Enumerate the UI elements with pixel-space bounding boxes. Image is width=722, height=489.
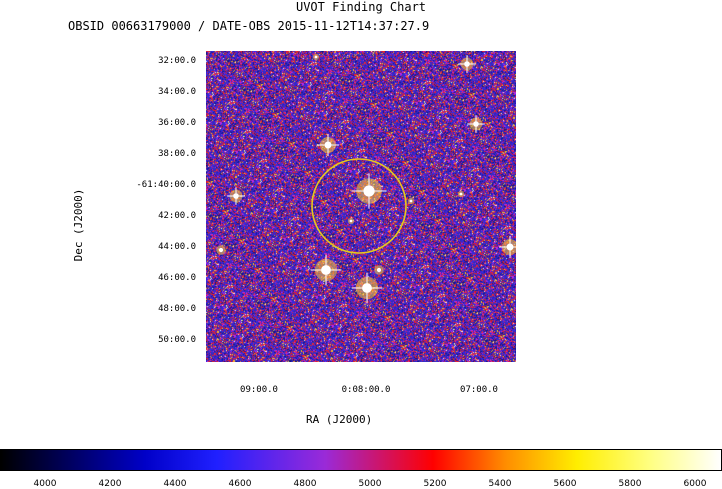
colorbar-tick-label: 5400	[488, 479, 512, 489]
dec-tick-label: 34:00.0	[158, 87, 196, 97]
colorbar-tick-label: 4200	[98, 479, 122, 489]
y-axis-label: Dec (J2000)	[72, 188, 85, 262]
star	[349, 219, 353, 223]
dec-tick-label: 42:00.0	[158, 211, 196, 221]
x-axis-label: RA (J2000)	[306, 413, 373, 426]
star	[409, 199, 413, 203]
dec-tick-label: 48:00.0	[158, 304, 196, 314]
dec-tick-label: 36:00.0	[158, 118, 196, 128]
star	[376, 267, 382, 273]
dec-tick-label: 38:00.0	[158, 149, 196, 159]
colorbar-tick-label: 5000	[358, 479, 382, 489]
colorbar	[0, 449, 722, 471]
dec-tick-label: 32:00.0	[158, 56, 196, 66]
dec-tick-label: 46:00.0	[158, 273, 196, 283]
dec-tick-label: -61:40:00.0	[136, 180, 196, 190]
colorbar-tick-label: 5600	[553, 479, 577, 489]
ra-tick-label: 09:00.0	[240, 385, 278, 395]
colorbar-tick-label: 4800	[293, 479, 317, 489]
star-field	[216, 53, 516, 304]
source-overlay	[216, 53, 516, 304]
colorbar-tick-label: 4000	[33, 479, 57, 489]
sky-image	[206, 51, 516, 362]
colorbar-gradient	[1, 450, 721, 470]
dec-tick-label: 44:00.0	[158, 242, 196, 252]
star	[218, 247, 224, 253]
star	[459, 192, 463, 196]
colorbar-tick-label: 6000	[683, 479, 707, 489]
colorbar-tick-label: 5200	[423, 479, 447, 489]
source-region-circle	[311, 158, 407, 254]
colorbar-tick-label: 4600	[228, 479, 252, 489]
ra-tick-label: 07:00.0	[460, 385, 498, 395]
sky-noise-image	[206, 51, 516, 362]
dec-tick-label: 50:00.0	[158, 335, 196, 345]
chart-title: UVOT Finding Chart	[295, 0, 427, 14]
ra-tick-label: 0:08:00.0	[341, 385, 391, 395]
colorbar-tick-label: 5800	[618, 479, 642, 489]
chart-subtitle: OBSID 00663179000 / DATE-OBS 2015-11-12T…	[68, 19, 430, 33]
star	[314, 55, 318, 59]
colorbar-tick-label: 4400	[163, 479, 187, 489]
